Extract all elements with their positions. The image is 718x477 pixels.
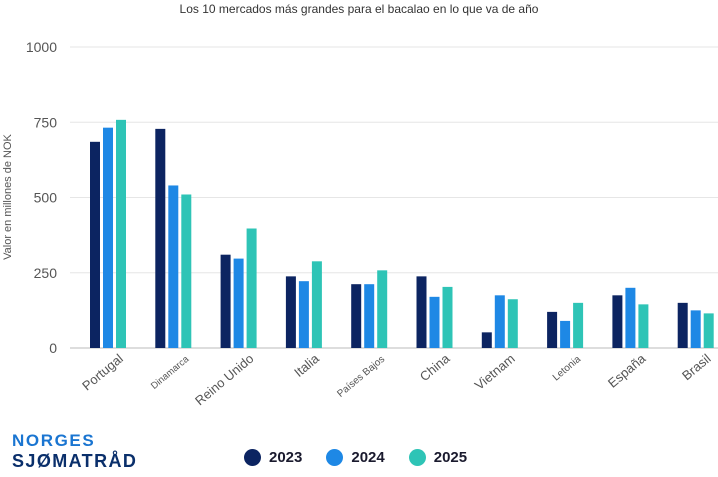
bar-2024-3: [298, 281, 309, 348]
legend-label: 2023: [269, 449, 303, 466]
bar-2023-6: [481, 332, 492, 348]
bar-2025-2: [246, 228, 257, 348]
x-category-label: España: [605, 350, 649, 390]
legend-swatch: [408, 449, 426, 466]
bar-2025-9: [703, 313, 714, 348]
bar-2025-5: [442, 286, 453, 348]
x-category-label: Dinamarca: [149, 353, 192, 391]
brand-line2: SJØMATRÅD: [12, 451, 138, 471]
y-tick-label: 250: [34, 265, 58, 281]
bar-2024-8: [625, 287, 636, 348]
legend-label: 2025: [433, 449, 468, 466]
grid-lines: [70, 46, 718, 349]
bar-2025-7: [573, 302, 584, 348]
legend-swatch: [326, 449, 344, 466]
y-tick-label: 750: [34, 114, 58, 130]
x-category-label: Letonia: [551, 354, 584, 384]
y-tick-label: 1000: [26, 39, 57, 55]
y-tick-label: 500: [34, 190, 58, 206]
x-axis-categories: Portugal Dinamarca Reino Unido Italia Países…: [79, 350, 714, 408]
x-category-label: China: [417, 350, 453, 384]
bar-2025-1: [181, 194, 192, 348]
legend-item-2025: 2025: [408, 449, 468, 466]
bar-2025-4: [377, 270, 388, 348]
x-category-label: Portugal: [79, 351, 126, 394]
x-category-label: Países Bajos: [335, 354, 387, 400]
legend-item-2023: 2023: [244, 449, 302, 466]
bar-2023-4: [351, 284, 362, 348]
bar-2024-1: [168, 185, 179, 348]
bar-2024-7: [560, 320, 571, 348]
bar-2025-3: [311, 261, 322, 348]
norges-sjomatrad-logo: NORGES SJØMATRÅD: [12, 430, 137, 472]
y-axis-label: Valor en millones de NOK: [2, 133, 14, 259]
bar-2025-0: [116, 119, 126, 348]
x-category-label: Brasil: [679, 351, 714, 383]
bar-2025-6: [507, 299, 518, 348]
bar-2023-0: [90, 141, 100, 348]
legend: 2023 2024 2025: [244, 449, 491, 466]
bar-2023-2: [220, 254, 231, 348]
legend-label: 2024: [351, 449, 385, 466]
y-axis-ticks: 0 250 500 750 1000: [26, 39, 57, 356]
y-tick-label: 0: [49, 340, 57, 356]
legend-swatch: [244, 449, 261, 466]
bar-2023-7: [547, 311, 558, 348]
bar-2023-9: [677, 302, 688, 348]
bar-2025-8: [638, 304, 649, 348]
x-category-label: Reino Unido: [192, 351, 256, 408]
bar-2024-4: [364, 284, 375, 348]
bar-2024-6: [494, 295, 505, 348]
bar-2023-8: [612, 295, 623, 348]
bar-chart: 0 250 500 750 1000 Portugal Dinamarca Reino Un…: [2, 39, 718, 408]
bar-2023-1: [155, 128, 166, 348]
bar-2023-5: [416, 276, 427, 348]
brand-line1: NORGES: [12, 431, 96, 450]
chart-title: Los 10 mercados más grandes para el baca…: [179, 2, 539, 16]
bar-2023-3: [285, 276, 296, 348]
bar-2024-0: [103, 127, 113, 348]
bars: [90, 119, 714, 348]
x-category-label: Italia: [291, 350, 322, 380]
legend-item-2024: 2024: [326, 449, 385, 466]
bar-2024-5: [429, 296, 440, 348]
x-category-label: Vietnam: [472, 351, 518, 393]
bar-2024-2: [233, 258, 244, 348]
bar-2024-9: [690, 310, 701, 348]
